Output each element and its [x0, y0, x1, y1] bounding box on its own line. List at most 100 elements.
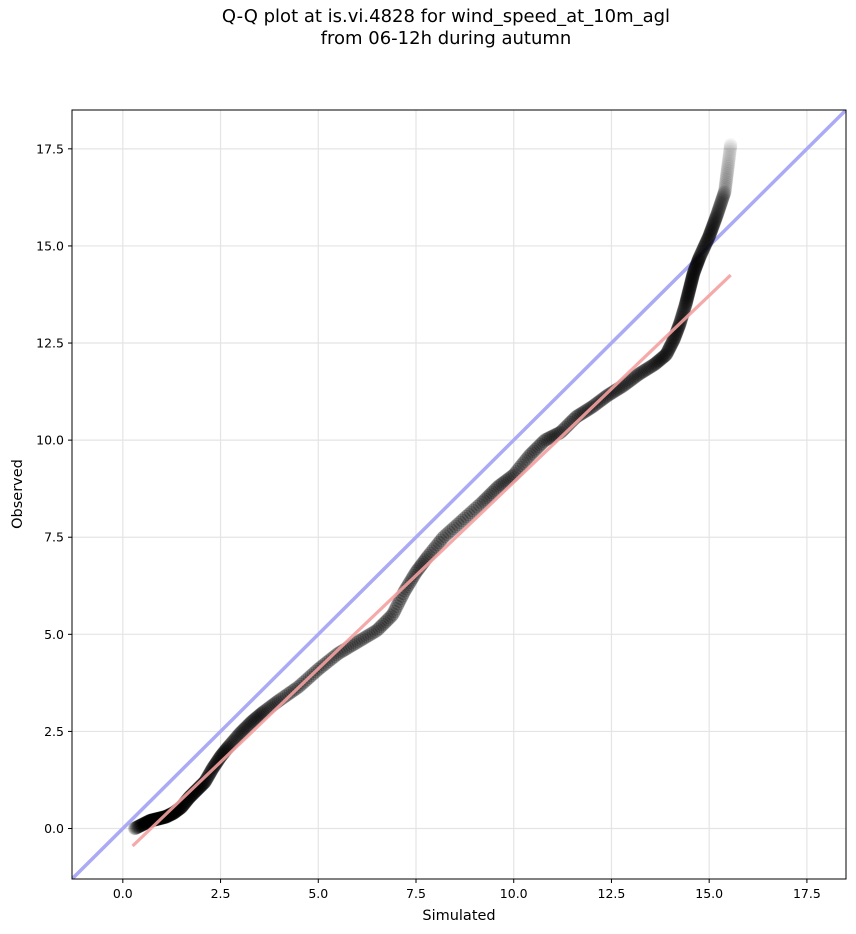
qq-point	[492, 478, 507, 493]
qq-point	[138, 816, 152, 831]
qq-point	[521, 449, 536, 464]
qq-point	[599, 389, 613, 404]
qq-point	[495, 476, 510, 491]
qq-point	[132, 819, 147, 834]
qq-point	[227, 733, 242, 747]
qq-point	[391, 596, 406, 611]
qq-point	[658, 348, 673, 363]
qq-point	[409, 564, 424, 579]
qq-point	[695, 243, 710, 258]
qq-point	[400, 579, 415, 594]
qq-point	[453, 515, 467, 530]
qq-point	[384, 609, 399, 623]
qq-point	[366, 625, 381, 640]
qq-point	[370, 622, 385, 637]
qq-point	[150, 811, 165, 826]
qq-point	[375, 617, 390, 632]
qq-point	[659, 347, 674, 361]
qq-point	[140, 815, 155, 829]
qq-point	[697, 240, 711, 255]
qq-point	[722, 151, 736, 165]
qq-point	[685, 271, 700, 286]
qq-point	[699, 235, 714, 250]
qq-point	[497, 475, 512, 489]
qq-point	[281, 686, 296, 701]
qq-point	[128, 821, 142, 835]
points-layer	[128, 138, 738, 836]
qq-point	[252, 708, 266, 723]
qq-point	[686, 267, 701, 282]
qq-point	[132, 819, 147, 833]
qq-point	[690, 255, 705, 270]
qq-point	[676, 304, 691, 319]
qq-point	[661, 344, 675, 359]
qq-point	[485, 485, 500, 500]
qq-point	[136, 817, 151, 831]
y-tick-label: 7.5	[44, 530, 64, 545]
qq-point	[691, 254, 705, 269]
qq-point	[142, 814, 157, 829]
qq-point	[461, 507, 476, 522]
qq-point	[230, 729, 245, 743]
x-tick-label: 7.5	[406, 886, 426, 901]
qq-point	[711, 203, 726, 218]
identity-line	[72, 110, 846, 879]
qq-point	[151, 811, 166, 826]
qq-point	[624, 373, 638, 387]
qq-point	[631, 367, 646, 382]
qq-point	[705, 220, 720, 234]
qq-point	[716, 189, 731, 203]
qq-point	[255, 705, 270, 720]
qq-point	[483, 487, 498, 502]
qq-point	[709, 210, 723, 225]
qq-point	[694, 247, 708, 262]
qq-point	[229, 730, 244, 745]
qq-point	[138, 816, 153, 830]
plot-area	[72, 110, 846, 879]
chart-title-line-1: Q-Q plot at is.vi.4828 for wind_speed_at…	[221, 6, 671, 27]
qq-point	[435, 531, 450, 546]
qq-point	[200, 770, 215, 785]
qq-point	[135, 817, 149, 832]
y-tick-label: 12.5	[36, 336, 64, 351]
qq-point	[374, 619, 388, 634]
qq-point	[478, 492, 493, 507]
qq-point	[228, 731, 243, 746]
qq-point	[538, 433, 553, 447]
qq-point	[679, 294, 694, 309]
qq-point	[720, 163, 734, 177]
qq-point	[131, 819, 146, 834]
qq-point	[481, 489, 496, 503]
qq-point	[715, 193, 729, 208]
qq-point	[256, 704, 271, 719]
qq-point	[161, 808, 176, 823]
qq-point	[679, 295, 694, 310]
qq-point	[531, 439, 546, 454]
qq-point	[710, 206, 725, 220]
qq-point	[707, 214, 722, 228]
qq-point	[432, 535, 447, 550]
qq-point	[472, 497, 487, 512]
qq-point	[719, 174, 733, 189]
qq-point	[234, 725, 249, 740]
qq-point	[717, 186, 731, 201]
qq-point	[722, 153, 736, 167]
qq-point	[707, 215, 722, 230]
qq-point	[237, 721, 252, 736]
qq-point	[688, 261, 703, 276]
qq-point	[706, 218, 720, 233]
qq-point	[133, 818, 147, 833]
qq-point	[160, 809, 175, 823]
qq-point	[470, 499, 485, 514]
qq-point	[620, 375, 635, 390]
qq-point	[716, 190, 730, 204]
qq-point	[139, 815, 154, 830]
qq-point	[128, 821, 142, 835]
qq-point	[665, 334, 680, 349]
qq-point	[717, 184, 732, 199]
qq-point	[476, 494, 491, 509]
qq-point	[704, 222, 719, 237]
qq-point	[723, 146, 737, 160]
qq-point	[642, 360, 656, 375]
qq-point	[701, 230, 716, 244]
